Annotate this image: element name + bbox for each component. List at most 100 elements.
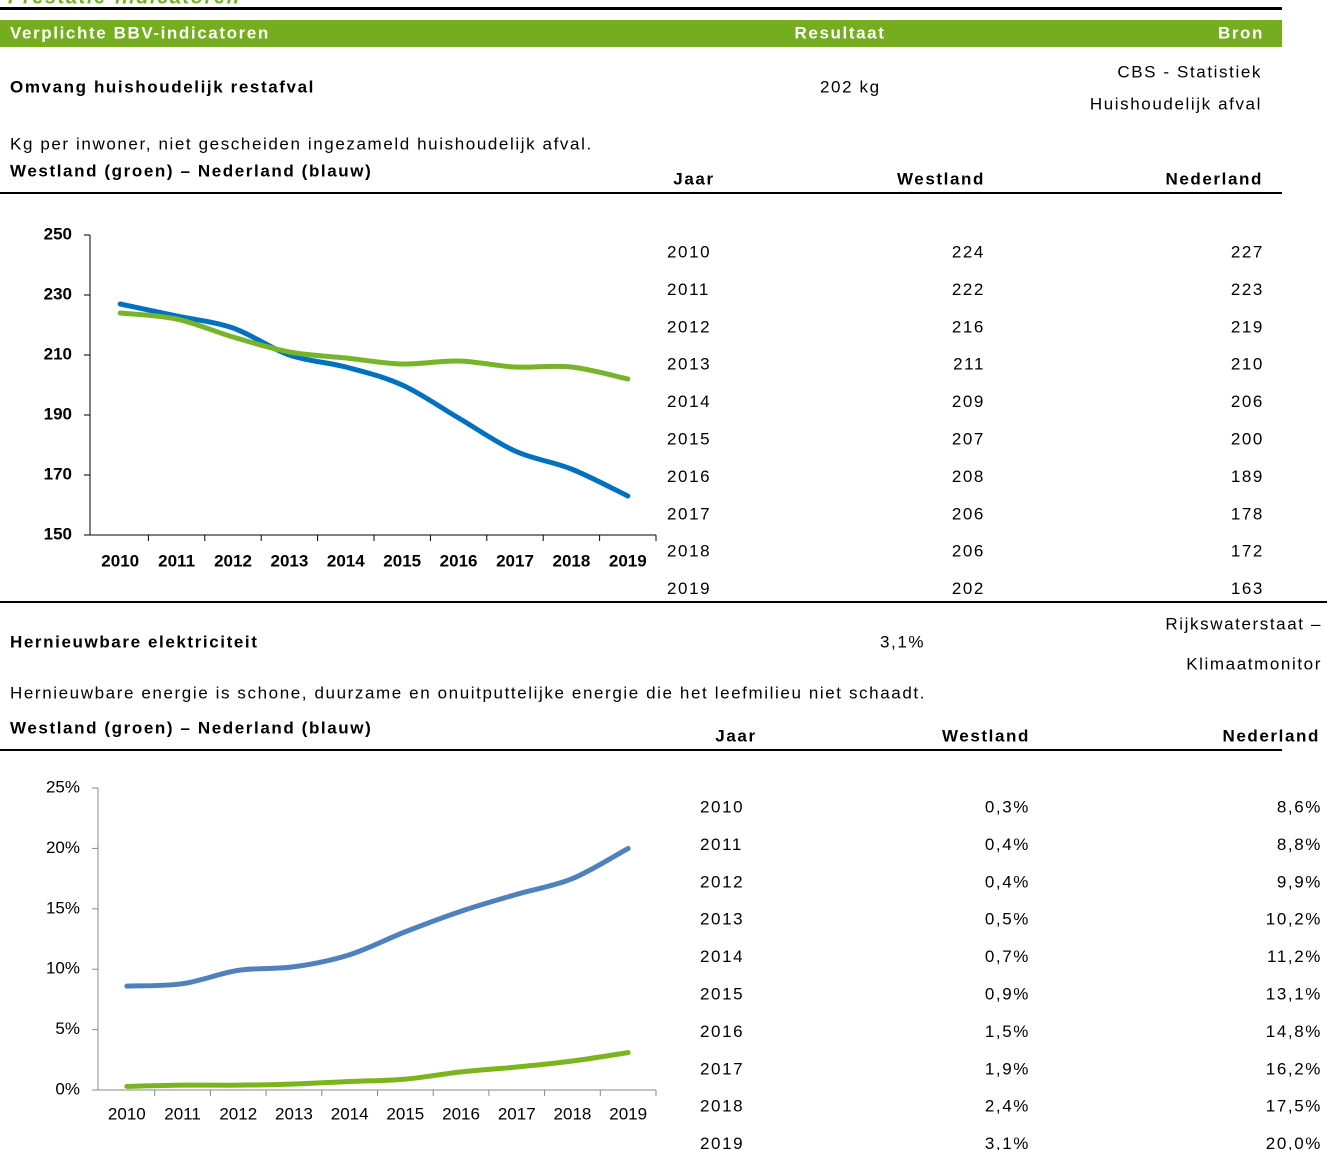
header-bar [0,20,1282,47]
table-cell: 1,9% [985,1059,1030,1078]
x-tick-label: 2010 [101,551,139,570]
x-tick-label: 2014 [331,1104,369,1123]
header-result: Resultaat [795,23,886,42]
y-tick-label: 25% [46,777,80,796]
x-tick-label: 2012 [214,551,252,570]
table-cell: 2012 [667,317,711,336]
rule [0,601,1327,603]
table-cell: 2010 [667,242,711,261]
x-tick-label: 2012 [219,1104,257,1123]
table-cell: 219 [1231,317,1264,336]
table-cell: 206 [1231,392,1264,411]
table-cell: 2018 [667,542,711,561]
table-cell: 3,1% [985,1134,1030,1150]
x-tick-label: 2017 [498,1104,536,1123]
x-tick-label: 2015 [383,551,421,570]
description: Hernieuwbare energie is schone, duurzame… [10,683,926,702]
series-line [117,301,631,499]
table-cell: 216 [952,317,985,336]
indicator-source: Huishoudelijk afval [1090,94,1262,113]
table-cell: 2016 [667,467,711,486]
table-cell: 2013 [700,910,744,929]
table-cell: 2014 [700,947,744,966]
y-tick-label: 250 [44,224,72,243]
chart-caption: Westland (groen) – Nederland (blauw) [10,718,372,737]
x-tick-label: 2017 [496,551,534,570]
table-header: Westland [942,726,1030,745]
description: Kg per inwoner, niet gescheiden ingezame… [10,134,593,153]
table-cell: 2017 [667,504,711,523]
table-cell: 206 [952,542,985,561]
table-cell: 9,9% [1277,872,1322,891]
table-cell: 2010 [700,797,744,816]
table-cell: 224 [952,242,985,261]
table-cell: 202 [952,579,985,598]
table-cell: 208 [952,467,985,486]
x-tick-label: 2019 [609,551,647,570]
page-title: Prestatie-indicatoren [8,0,241,8]
table-cell: 2012 [700,872,744,891]
x-tick-label: 2016 [440,551,478,570]
table-cell: 2015 [700,984,744,1003]
table-cell: 13,1% [1266,984,1322,1003]
table-cell: 0,9% [985,984,1030,1003]
table-cell: 2011 [667,280,710,299]
indicator-source: CBS - Statistiek [1117,62,1262,81]
table-cell: 16,2% [1266,1059,1322,1078]
x-tick-label: 2019 [609,1104,647,1123]
table-cell: 2014 [667,392,711,411]
header-source: Bron [1218,23,1264,42]
table-cell: 2018 [700,1097,744,1116]
table-cell: 2011 [700,835,743,854]
table-cell: 8,6% [1277,797,1322,816]
y-tick-label: 20% [46,838,80,857]
y-tick-label: 15% [46,898,80,917]
table-cell: 2017 [700,1059,744,1078]
table-cell: 11,2% [1267,947,1322,966]
table-header: Westland [897,169,985,188]
table-cell: 211 [953,355,985,374]
indicator-result: 202 kg [820,77,881,96]
table-cell: 1,5% [985,1022,1030,1041]
y-tick-label: 230 [44,284,72,303]
series-line [117,310,631,382]
table-cell: 0,4% [985,835,1030,854]
table-cell: 210 [1231,355,1264,374]
x-tick-label: 2016 [442,1104,480,1123]
table-cell: 2015 [667,429,711,448]
chart-caption: Westland (groen) – Nederland (blauw) [10,161,372,180]
table-cell: 178 [1231,504,1264,523]
table-cell: 8,8% [1277,835,1322,854]
table-cell: 2019 [700,1134,744,1150]
series-line [124,845,631,989]
table-header: Jaar [715,726,756,745]
table-cell: 0,7% [985,947,1030,966]
table-cell: 172 [1231,542,1264,561]
indicator-result: 3,1% [880,632,925,651]
x-tick-label: 2013 [270,551,308,570]
indicator-name: Omvang huishoudelijk restafval [10,77,315,96]
table-cell: 14,8% [1266,1022,1322,1041]
top-rule [0,7,1282,10]
table-cell: 0,4% [985,872,1030,891]
x-tick-label: 2013 [275,1104,313,1123]
table-cell: 223 [1231,280,1264,299]
rule [0,192,1282,194]
table-cell: 222 [952,280,985,299]
x-tick-label: 2011 [158,551,195,570]
indicator-source: Klimaatmonitor [1186,654,1322,673]
indicator-name: Hernieuwbare elektriciteit [10,632,259,651]
table-cell: 227 [1231,242,1264,261]
table-header: Nederland [1165,169,1263,188]
table-cell: 0,3% [985,797,1030,816]
x-tick-label: 2018 [554,1104,592,1123]
table-cell: 209 [952,392,985,411]
y-tick-label: 0% [55,1079,80,1098]
series-line [124,1050,631,1089]
table-cell: 206 [952,504,985,523]
y-tick-label: 150 [44,524,72,543]
table-cell: 10,2% [1266,910,1322,929]
x-tick-label: 2018 [552,551,590,570]
table-cell: 0,5% [985,910,1030,929]
